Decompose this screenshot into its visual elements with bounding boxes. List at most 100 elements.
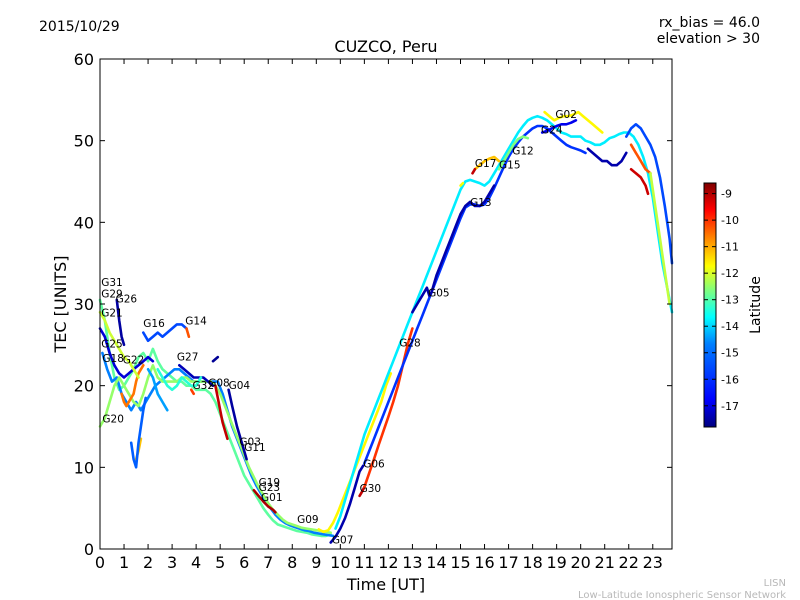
satellite-label: G14 <box>185 315 207 327</box>
colorbar-label: Latitude <box>748 276 764 334</box>
colorbar-tick-label: -12 <box>721 267 739 280</box>
tec-trace <box>115 298 126 347</box>
y-tick-label: 30 <box>74 295 94 314</box>
satellite-label: G18 <box>102 353 124 365</box>
tec-trace <box>252 488 277 514</box>
rx-bias-label: rx_bias = 46.0 <box>659 15 760 31</box>
x-tick-label: 5 <box>215 553 225 572</box>
footer-line2: Low-Latitude Ionospheric Sensor Network <box>578 590 786 600</box>
x-tick-label: 0 <box>95 553 105 572</box>
satellite-label: G01 <box>261 492 283 504</box>
x-tick-label: 22 <box>619 553 639 572</box>
tec-trace <box>329 464 365 544</box>
satellite-label: G12 <box>512 146 534 158</box>
x-tick-label: 7 <box>263 553 273 572</box>
chart-title: CUZCO, Peru <box>334 37 437 56</box>
satellite-label: G23 <box>259 482 281 494</box>
satellite-label: G03 <box>239 436 261 448</box>
satellite-label: G27 <box>177 351 199 363</box>
colorbar-tick-label: -13 <box>721 294 739 307</box>
tec-trace <box>411 184 496 314</box>
x-tick-label: 12 <box>378 553 398 572</box>
tec-trace <box>185 327 191 338</box>
satellite-label: G02 <box>555 109 577 121</box>
x-tick-label: 14 <box>426 553 446 572</box>
x-tick-label: 8 <box>287 553 297 572</box>
satellite-label: G09 <box>297 514 319 526</box>
colorbar-ticks: -9 -10 -11 -12 -13 -14 -15 -16 -17 <box>704 188 739 413</box>
satellite-label: G29 <box>101 289 123 301</box>
satellite-label: G11 <box>244 442 266 454</box>
tec-trace <box>101 351 335 538</box>
tec-trace <box>178 364 215 387</box>
satellite-label: G05 <box>428 288 450 300</box>
y-tick-label: 40 <box>74 213 94 232</box>
colorbar-tick-label: -14 <box>721 320 739 333</box>
tec-trace <box>540 119 578 134</box>
x-tick-label: 16 <box>474 553 494 572</box>
y-axis-label: TEC [UNITS] <box>51 256 70 354</box>
x-tick-label: 3 <box>167 553 177 572</box>
tec-trace <box>190 388 195 396</box>
colorbar-tick-label: -15 <box>721 347 739 360</box>
tec-trace <box>543 110 604 134</box>
x-tick-label: 19 <box>546 553 566 572</box>
tec-trace <box>214 384 229 441</box>
y-tick-label: 60 <box>74 50 94 69</box>
tec-trace <box>146 368 169 412</box>
tec-trace <box>471 168 477 175</box>
satellite-label: G19 <box>259 477 281 489</box>
x-tick-label: 17 <box>498 553 518 572</box>
x-tick-label: 9 <box>311 553 321 572</box>
satellite-label: G06 <box>363 458 385 470</box>
satellite-label: G28 <box>399 338 421 350</box>
tec-trace <box>586 147 628 167</box>
satellite-label: G21 <box>101 307 123 319</box>
axes: 0 1 2 3 4 5 6 7 8 9 10 11 12 13 14 15 16 17 18 19 20 21 22 2301… <box>74 50 672 572</box>
footer-line1: LISN <box>764 578 786 589</box>
x-tick-label: 21 <box>595 553 615 572</box>
tec-trace <box>497 135 530 171</box>
satellite-label: G04 <box>229 380 251 392</box>
date-label: 2015/10/29 <box>39 19 120 35</box>
tec-trace <box>473 155 501 171</box>
tec-trace <box>98 327 155 379</box>
colorbar-tick-label: -9 <box>721 188 732 201</box>
satellite-label: G07 <box>332 534 354 546</box>
x-tick-label: 1 <box>119 553 129 572</box>
elevation-label: elevation > 30 <box>657 31 760 47</box>
colorbar <box>703 182 717 428</box>
satellite-label: G20 <box>102 413 124 425</box>
x-tick-label: 4 <box>191 553 201 572</box>
x-tick-label: 11 <box>354 553 374 572</box>
colorbar-tick-label: -11 <box>721 241 739 254</box>
x-tick-label: 2 <box>143 553 153 572</box>
tec-trace <box>629 143 652 175</box>
y-tick-label: 50 <box>74 132 94 151</box>
tec-trace <box>459 181 465 187</box>
tec-trace <box>629 168 650 196</box>
tec-trace <box>334 114 674 530</box>
y-tick-label: 10 <box>74 458 94 477</box>
x-tick-label: 20 <box>570 553 590 572</box>
tec-trace <box>156 368 203 392</box>
x-tick-label: 13 <box>402 553 422 572</box>
satellite-label: G24 <box>541 124 563 136</box>
x-tick-label: 6 <box>239 553 249 572</box>
satellite-label: G25 <box>101 338 123 350</box>
colorbar-tick-label: -10 <box>721 214 739 227</box>
y-tick-label: 0 <box>84 540 94 559</box>
tec-trace <box>227 388 248 461</box>
satellite-label: G30 <box>360 483 382 495</box>
tec-trace <box>625 123 674 265</box>
satellite-label: G26 <box>116 293 138 305</box>
x-tick-label: 10 <box>330 553 350 572</box>
data-marks <box>98 110 674 544</box>
tec-trace <box>358 485 366 498</box>
tec-trace <box>211 355 220 363</box>
y-tick-label: 20 <box>74 377 94 396</box>
satellite-label: G08 <box>208 378 230 390</box>
tec-trace <box>98 298 332 538</box>
tec-trace <box>649 172 671 306</box>
